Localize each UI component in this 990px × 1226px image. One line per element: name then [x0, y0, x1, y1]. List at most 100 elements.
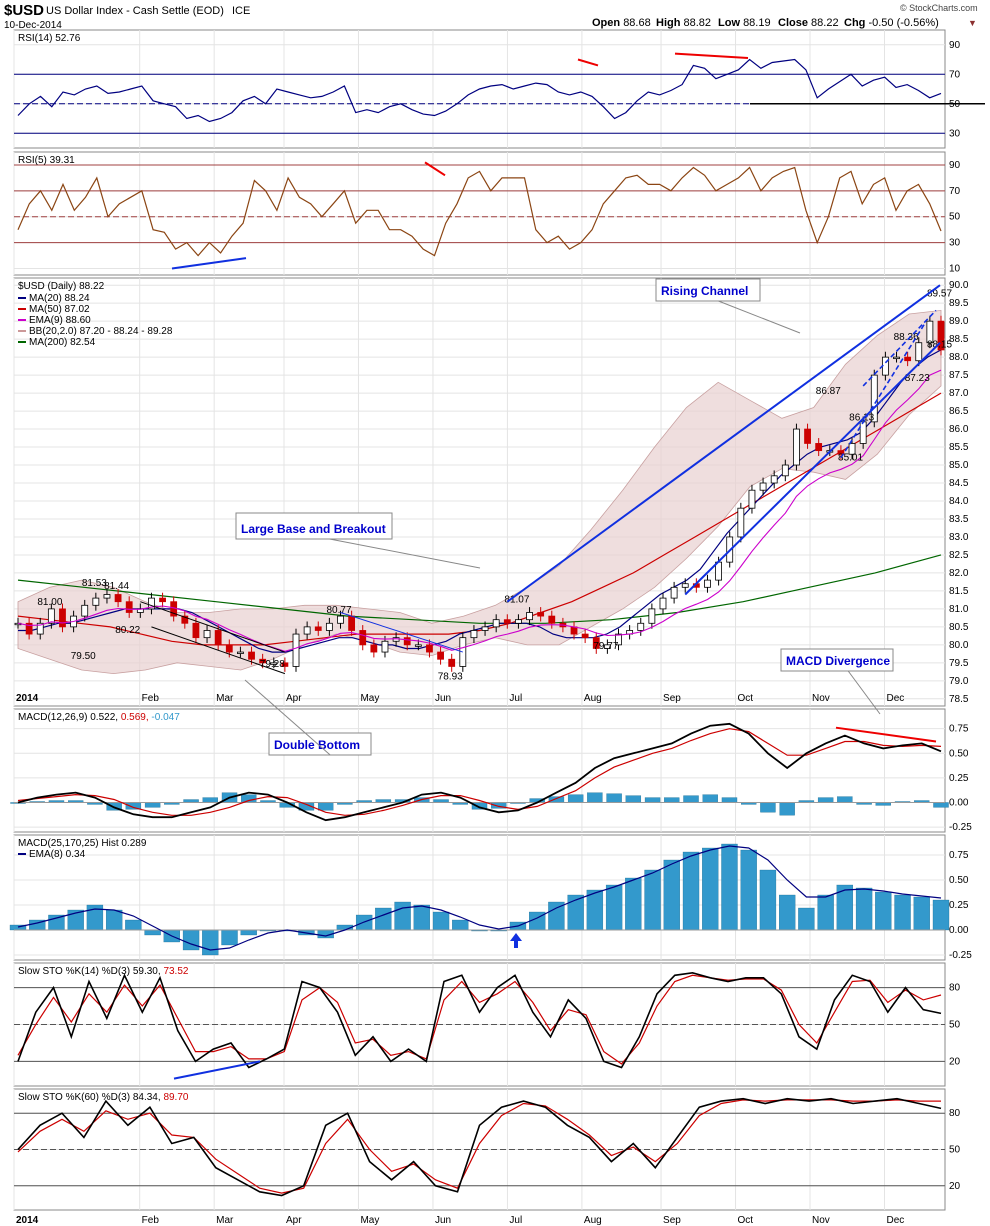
- macd-histogram-bar: [144, 802, 161, 808]
- copyright: © StockCharts.com: [900, 3, 978, 13]
- price-point-label: 79.50: [71, 651, 96, 662]
- candle-body: [804, 428, 811, 444]
- macd-histogram-bar: [587, 792, 603, 803]
- y-tick-label: 81.0: [949, 604, 969, 615]
- macd-histogram-bar: [241, 794, 257, 803]
- candle-body: [770, 475, 778, 484]
- candle-body: [759, 482, 767, 491]
- macd2-histogram-bar: [875, 891, 892, 931]
- macd2-histogram-bar: [413, 904, 430, 931]
- callout-macd-divergence-pointer: [847, 670, 881, 715]
- candle-body: [314, 626, 322, 631]
- macd2-histogram-bar: [817, 894, 834, 931]
- y-tick-label: 90.0: [949, 280, 969, 291]
- y-tick-label: 80: [949, 1108, 961, 1119]
- rsi14-line: [17, 58, 942, 123]
- trend-line: [140, 601, 286, 653]
- macd-histogram-bar: [317, 802, 334, 811]
- quote-low: Low 88.19: [718, 17, 771, 29]
- candle-body: [181, 615, 189, 624]
- y-tick-label: -0.25: [949, 950, 972, 961]
- y-tick-label: 83.5: [949, 514, 969, 525]
- ma200-line: [17, 554, 942, 624]
- macd2-histogram-bar: [913, 896, 930, 931]
- chart-header: $USD US Dollar Index - Cash Settle (EOD)…: [4, 2, 990, 34]
- y-tick-label: 87.5: [949, 370, 969, 381]
- candle-body: [793, 428, 800, 466]
- x-tick-label: 2014: [16, 693, 39, 704]
- y-tick-label: 0.25: [949, 900, 969, 911]
- callout-large-base-text: Large Base and Breakout: [241, 522, 386, 536]
- candle-body: [603, 644, 611, 649]
- candle-body: [259, 658, 267, 664]
- candle-body: [426, 644, 433, 653]
- sto60-d-line: [17, 1099, 941, 1194]
- divergence-line: [173, 1060, 261, 1080]
- candle-body: [148, 597, 155, 610]
- quote-close: Close 88.22: [778, 17, 839, 29]
- macd2-ema-line: [17, 845, 942, 951]
- candle-body: [659, 597, 667, 610]
- legend-entry: MA(50) 87.02: [29, 304, 90, 315]
- y-tick-label: 82.5: [949, 550, 969, 561]
- macd2-histogram-bar: [394, 901, 411, 931]
- macd2-histogram-bar: [432, 911, 450, 931]
- candle-body: [470, 630, 478, 639]
- callout-rising-channel-pointer: [718, 300, 801, 334]
- quote-change: Chg -0.50 (-0.56%): [844, 17, 939, 29]
- y-tick-label: 30: [949, 238, 961, 249]
- y-tick-label: 10: [949, 264, 961, 275]
- macd2-histogram-bar: [644, 869, 661, 931]
- callout-double-bottom-pointer: [244, 679, 331, 756]
- y-tick-label: 82.0: [949, 568, 969, 579]
- macd-histogram-bar: [567, 794, 584, 803]
- candle-body: [81, 604, 89, 617]
- legend-entry: MA(200) 82.54: [29, 337, 96, 348]
- y-tick-label: 80.5: [949, 622, 969, 633]
- candle-body: [403, 637, 411, 646]
- price-point-label: 81.53: [82, 578, 107, 589]
- candle-body: [904, 356, 912, 362]
- candle-body: [92, 597, 100, 606]
- macd2-histogram-bar: [182, 929, 200, 951]
- x-tick-label: Feb: [142, 693, 160, 704]
- y-tick-label: 84.5: [949, 478, 969, 489]
- channel-upper-line: [506, 284, 941, 603]
- candle-body: [492, 619, 500, 628]
- x-tick-label: Aug: [584, 693, 602, 704]
- callout-double-bottom-text: Double Bottom: [274, 738, 360, 752]
- candle-body: [481, 626, 489, 631]
- y-tick-label: 86.0: [949, 424, 969, 435]
- macd2-histogram-bar: [605, 884, 623, 931]
- sto60-k-line: [17, 1097, 942, 1197]
- x-tick-label: May: [360, 693, 379, 704]
- price-point-label: 81.00: [37, 597, 62, 608]
- candle-body: [348, 615, 356, 631]
- x-tick-label: Sep: [663, 1215, 681, 1226]
- macd2-histogram-bar: [663, 859, 680, 931]
- legend-entry: EMA(9) 88.60: [29, 315, 91, 326]
- quote-high: High 88.82: [656, 17, 712, 29]
- y-tick-label: 88.0: [949, 352, 969, 363]
- candle-body: [926, 320, 934, 344]
- symbol: $USD: [4, 2, 45, 19]
- macd2-histogram-bar: [798, 907, 815, 931]
- candle-body: [370, 644, 378, 653]
- change-arrow-icon[interactable]: ▼: [968, 18, 977, 28]
- macd-histogram-bar: [644, 797, 661, 803]
- x-tick-label: Aug: [584, 1215, 602, 1226]
- macd-histogram-bar: [202, 797, 218, 803]
- rsi14-title: RSI(14) 52.76: [18, 33, 81, 44]
- callout-macd-divergence-text: MACD Divergence: [786, 654, 890, 668]
- macd2-ema-legend: EMA(8) 0.34: [29, 849, 86, 860]
- callout-macd-divergence-box: [780, 648, 894, 672]
- divergence-line: [577, 58, 599, 67]
- macd-line: [17, 722, 942, 822]
- price-point-label: 85.01: [838, 453, 863, 464]
- candle-body: [437, 651, 444, 660]
- macd-title: MACD(12,26,9) 0.522, 0.569, -0.047: [18, 712, 180, 723]
- macd-histogram-bar: [625, 795, 642, 803]
- x-tick-label: May: [360, 1215, 379, 1226]
- y-tick-label: 70: [949, 69, 961, 80]
